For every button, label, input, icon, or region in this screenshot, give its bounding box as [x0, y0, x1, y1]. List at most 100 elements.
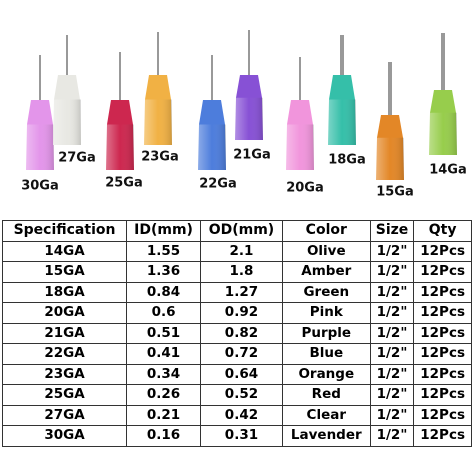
cell: 1.8	[200, 261, 283, 283]
cell: 21GA	[1, 322, 128, 344]
cell: 0.21	[126, 404, 202, 426]
cell: 1/2"	[369, 404, 415, 426]
table-row: 18GA 0.84 1.27 Green 1/2" 12Pcs	[1, 281, 472, 303]
cell: Lavender	[281, 425, 371, 447]
hub-shade	[286, 124, 314, 170]
hub-shade	[144, 99, 172, 145]
needle-label: 23Ga	[141, 150, 179, 165]
cell: 1/2"	[369, 322, 415, 344]
cell: Pink	[281, 302, 371, 324]
cell: Clear	[281, 404, 371, 426]
cell: 1/2"	[369, 384, 415, 406]
table-row: 25GA 0.26 0.52 Red 1/2" 12Pcs	[1, 384, 472, 406]
cell: 12Pcs	[413, 281, 472, 303]
hub-shade	[235, 97, 263, 140]
cell: 1/2"	[369, 363, 415, 385]
needle-label: 21Ga	[233, 148, 271, 163]
cell: 0.51	[126, 322, 202, 344]
table-row: 20GA 0.6 0.92 Pink 1/2" 12Pcs	[1, 302, 472, 324]
cell: 12Pcs	[413, 302, 472, 324]
cell: 0.72	[200, 343, 283, 365]
cell: 12Pcs	[413, 384, 472, 406]
hub-shade	[198, 124, 226, 170]
cell: 0.64	[200, 363, 283, 385]
needle-label: 18Ga	[328, 153, 366, 168]
needle-label: 27Ga	[58, 151, 96, 166]
cell: 0.92	[200, 302, 283, 324]
needle-label: 25Ga	[105, 176, 143, 191]
hub-shade	[429, 112, 457, 155]
cell: 1/2"	[369, 261, 415, 283]
cell: 0.6	[126, 302, 202, 324]
cell: 18GA	[1, 281, 128, 303]
cell: Size	[369, 220, 415, 242]
table-row: 27GA 0.21 0.42 Clear 1/2" 12Pcs	[1, 404, 472, 426]
cell: 1/2"	[369, 302, 415, 324]
cell: 25GA	[1, 384, 128, 406]
cell: 0.41	[126, 343, 202, 365]
cell: 1/2"	[369, 240, 415, 262]
cell: Qty	[413, 220, 472, 242]
cell: 0.26	[126, 384, 202, 406]
table-row: 23GA 0.34 0.64 Orange 1/2" 12Pcs	[1, 363, 472, 385]
cell: Green	[281, 281, 371, 303]
needle-label: 15Ga	[376, 185, 414, 200]
cell: 15GA	[1, 261, 128, 283]
cell: Specification	[1, 220, 128, 242]
cell: 0.82	[200, 322, 283, 344]
cell: Orange	[281, 363, 371, 385]
cell: 1.36	[126, 261, 202, 283]
cell: Amber	[281, 261, 371, 283]
cell: 0.52	[200, 384, 283, 406]
cell: 12Pcs	[413, 404, 472, 426]
cell: Purple	[281, 322, 371, 344]
cell: 1.55	[126, 240, 202, 262]
cell: 1/2"	[369, 281, 415, 303]
table-row: 30GA 0.16 0.31 Lavender 1/2" 12Pcs	[1, 425, 472, 447]
needle-illustration: 30Ga 27Ga 25Ga 23Ga 22Ga 21Ga 20Ga 18Ga 15Ga 14Ga	[21, 30, 467, 200]
cell: 30GA	[1, 425, 128, 447]
table-row: 14GA 1.55 2.1 Olive 1/2" 12Pcs	[1, 240, 472, 262]
cell: 12Pcs	[413, 322, 472, 344]
cell: 2.1	[200, 240, 283, 262]
cell: 14GA	[1, 240, 128, 262]
cell: 1.27	[200, 281, 283, 303]
cell: 12Pcs	[413, 425, 472, 447]
table-row: 22GA 0.41 0.72 Blue 1/2" 12Pcs	[1, 343, 472, 365]
cell: 12Pcs	[413, 363, 472, 385]
cell: Blue	[281, 343, 371, 365]
table-row: 21GA 0.51 0.82 Purple 1/2" 12Pcs	[1, 322, 472, 344]
cell: 0.42	[200, 404, 283, 426]
hub-shade	[328, 99, 356, 145]
cell: 0.84	[126, 281, 202, 303]
cell: Color	[281, 220, 371, 242]
cell: 12Pcs	[413, 261, 472, 283]
needle-label: 20Ga	[286, 181, 324, 196]
cell: ID(mm)	[126, 220, 202, 242]
cell: 20GA	[1, 302, 128, 324]
cell: 22GA	[1, 343, 128, 365]
cell: 1/2"	[369, 343, 415, 365]
cell: 0.16	[126, 425, 202, 447]
cell: OD(mm)	[200, 220, 283, 242]
header-row: Specification ID(mm) OD(mm) Color Size Qty	[1, 220, 472, 242]
table-row: 15GA 1.36 1.8 Amber 1/2" 12Pcs	[1, 261, 472, 283]
cell: 1/2"	[369, 425, 415, 447]
hub-shade	[26, 124, 54, 170]
cell: 12Pcs	[413, 240, 472, 262]
needle-label: 30Ga	[21, 179, 59, 194]
cell: 23GA	[1, 363, 128, 385]
cell: 0.34	[126, 363, 202, 385]
needle-label: 14Ga	[429, 163, 467, 178]
cell: Red	[281, 384, 371, 406]
needle-label: 22Ga	[199, 177, 237, 192]
hub-shade	[376, 137, 404, 180]
cell: Olive	[281, 240, 371, 262]
spec-table: Specification ID(mm) OD(mm) Color Size Qty 14G…	[1, 220, 472, 447]
cell: 0.31	[200, 425, 283, 447]
hub-shade	[53, 99, 81, 145]
cell: 12Pcs	[413, 343, 472, 365]
cell: 27GA	[1, 404, 128, 426]
hub-shade	[106, 124, 134, 170]
